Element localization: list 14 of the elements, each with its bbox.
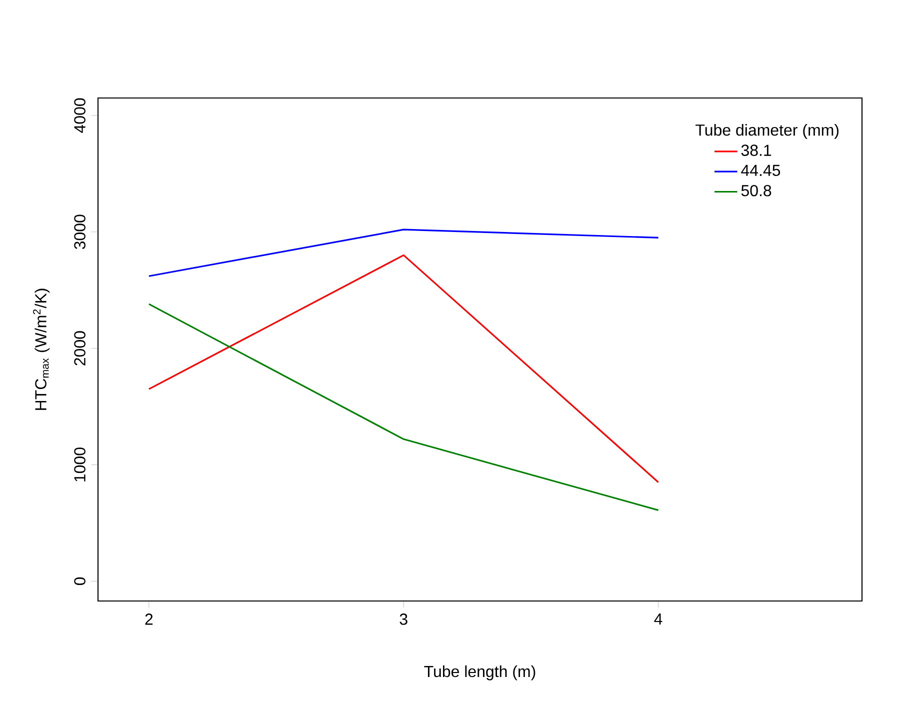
y-tick-label: 4000 <box>74 98 86 133</box>
y-tick-label: 0 <box>74 577 86 586</box>
x-tick-label: 3 <box>400 614 408 625</box>
legend-label: 50.8 <box>741 184 772 196</box>
legend-label: 44.45 <box>741 164 780 176</box>
x-tick-label: 4 <box>654 614 662 625</box>
y-axis-title: HTC$_{max}$ (W/m$^{2}$/K) <box>33 288 50 410</box>
y-tick-label: 2000 <box>74 331 86 366</box>
legend-label: 38.1 <box>741 144 772 156</box>
y-tick-label: 3000 <box>74 214 86 250</box>
legend-title: Tube diameter (mm) <box>696 124 838 139</box>
x-axis-title: Tube length (m) <box>424 665 536 680</box>
y-tick-label: 1000 <box>74 448 86 482</box>
x-tick-label: 2 <box>145 614 153 625</box>
